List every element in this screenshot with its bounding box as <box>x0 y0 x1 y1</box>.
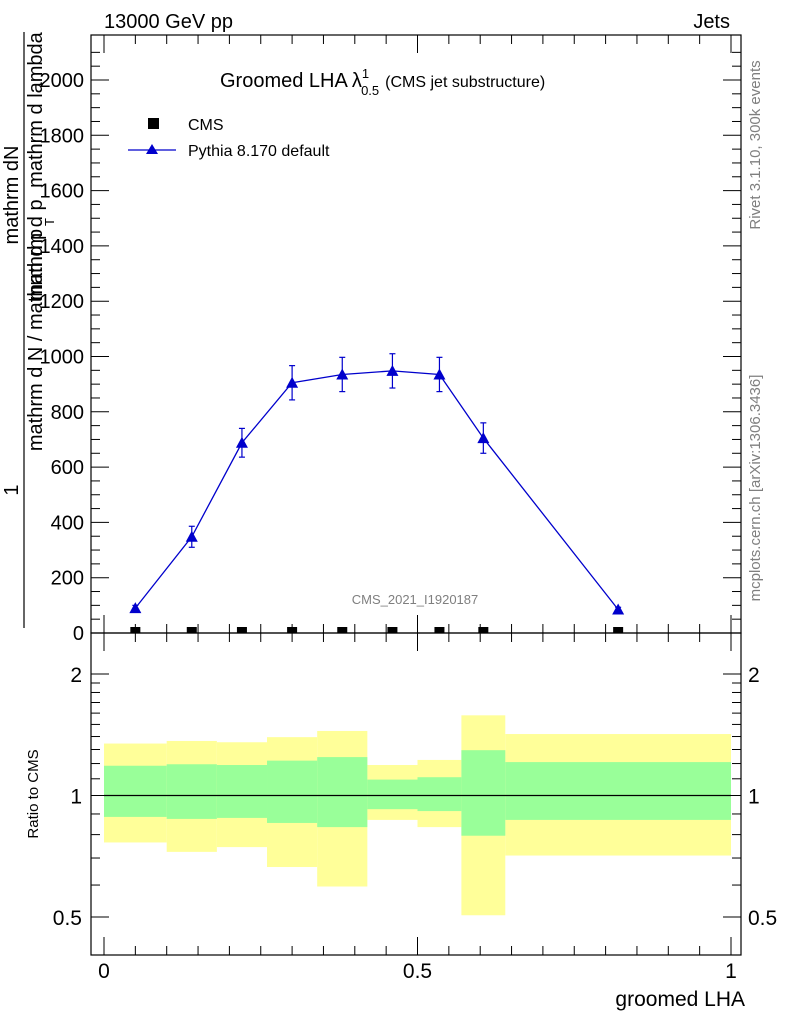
main-y-tick-label: 1400 <box>40 236 85 258</box>
pythia-data-point <box>235 436 248 448</box>
ratio-inner-band <box>267 760 318 823</box>
ratio-x-axis: 0 0.5 1 <box>98 633 737 983</box>
legend-cms-label: CMS <box>188 117 224 134</box>
cms-data-point <box>613 627 624 633</box>
mcplots-label: mcplots.cern.ch [arXiv:1306.3436] <box>747 375 764 602</box>
ratio-inner-band <box>317 757 368 828</box>
pythia-data-point <box>185 530 198 542</box>
ratio-x-tick-label: 0 <box>98 960 110 983</box>
pythia-series-line <box>134 370 619 610</box>
pythia-data-point <box>386 364 399 376</box>
ratio-x-tick-label: 0.5 <box>403 960 432 983</box>
analysis-id: CMS_2021_I1920187 <box>352 592 479 607</box>
ylabel-pt-subscript: T <box>42 218 57 226</box>
legend-pythia-label: Pythia 8.170 default <box>188 143 330 160</box>
ratio-inner-band <box>505 762 731 820</box>
main-data-layer <box>129 353 625 633</box>
process-label: Jets <box>693 11 730 33</box>
chart-title-suffix: (CMS jet substructure) <box>385 74 545 91</box>
ratio-y-tick-label: 0.5 <box>53 907 82 930</box>
rivet-label: Rivet 3.1.10, 300k events <box>747 60 764 229</box>
ratio-inner-band <box>367 779 418 810</box>
legend-cms-marker <box>148 118 159 129</box>
ratio-inner-band <box>417 777 462 812</box>
chart-title-subscript: 0.5 <box>361 83 379 98</box>
ratio-frame <box>90 632 742 956</box>
pythia-data-point <box>477 432 490 444</box>
pythia-data-point <box>129 602 142 614</box>
main-y-label: 1 mathrm d N / mathrm d p mathrm dN math… <box>1 31 57 628</box>
ylabel-numerator: mathrm dN <box>1 146 23 245</box>
cms-data-point <box>434 627 445 633</box>
main-y-tick-label: 1000 <box>40 347 85 369</box>
ratio-y-tick-label-right: 2 <box>748 664 760 687</box>
ratio-inner-band <box>461 750 506 836</box>
main-y-axis: 0 200 400 600 800 1000 1200 1400 1600 1800 2000 <box>40 51 741 645</box>
chart-title-symbol: λ <box>352 70 362 92</box>
pythia-data-point <box>612 603 625 615</box>
legend: CMS Pythia 8.170 default <box>128 117 330 160</box>
pythia-data-point <box>286 376 299 388</box>
main-panel: 0 200 400 600 800 1000 1200 1400 1600 1800 2000 Gr… <box>1 31 742 645</box>
main-y-tick-label: 1600 <box>40 181 85 203</box>
chart-title: Groomed LHA λ1 0.5 (CMS jet substructure) <box>220 66 545 98</box>
main-y-tick-label: 1800 <box>40 125 85 147</box>
cms-data-point <box>337 627 348 633</box>
ratio-y-axis: 0.5 0.5 1 1 2 2 <box>53 664 777 930</box>
ylabel-right: mathrm d lambda <box>25 31 47 187</box>
pythia-data-point <box>336 368 349 380</box>
ratio-y-tick-label: 1 <box>70 786 82 809</box>
ratio-inner-band <box>166 764 217 819</box>
ratio-y-tick-label-right: 1 <box>748 786 760 809</box>
main-y-tick-label: 0 <box>73 623 84 645</box>
main-x-axis <box>103 35 732 633</box>
cms-data-point <box>236 627 247 633</box>
chart-title-main: Groomed LHA <box>220 70 348 92</box>
main-y-tick-label: 800 <box>51 402 84 424</box>
main-y-tick-label: 200 <box>51 568 84 590</box>
chart-title-superscript: 1 <box>362 66 369 81</box>
main-y-tick-label: 1200 <box>40 291 85 313</box>
ratio-y-tick-label: 2 <box>70 664 82 687</box>
ratio-inner-band <box>216 765 268 818</box>
energy-label: 13000 GeV pp <box>104 11 233 33</box>
x-axis-label: groomed LHA <box>615 988 745 1011</box>
ratio-y-tick-label-right: 0.5 <box>748 907 777 930</box>
cms-data-point <box>387 627 398 633</box>
ratio-panel: 0.5 0.51 12 2 0 0.5 1 Ratio to CMS groomed LH… <box>25 632 777 1011</box>
main-y-tick-label: 2000 <box>40 70 85 92</box>
cms-data-point <box>186 627 197 633</box>
ratio-y-label: Ratio to CMS <box>25 749 42 838</box>
legend-pythia-marker <box>146 144 158 154</box>
ylabel-left: mathrm d N / mathrm d p <box>25 229 47 451</box>
ylabel-denominator: mathrm d p <box>25 199 47 300</box>
ratio-inner-band <box>104 765 167 817</box>
pythia-data-point <box>433 368 446 380</box>
main-y-tick-label: 400 <box>51 512 84 534</box>
ratio-band-layer <box>104 715 731 916</box>
cms-data-point <box>478 627 489 633</box>
ylabel-one: 1 <box>1 484 23 495</box>
ratio-x-tick-label: 1 <box>725 960 737 983</box>
main-y-tick-label: 600 <box>51 457 84 479</box>
